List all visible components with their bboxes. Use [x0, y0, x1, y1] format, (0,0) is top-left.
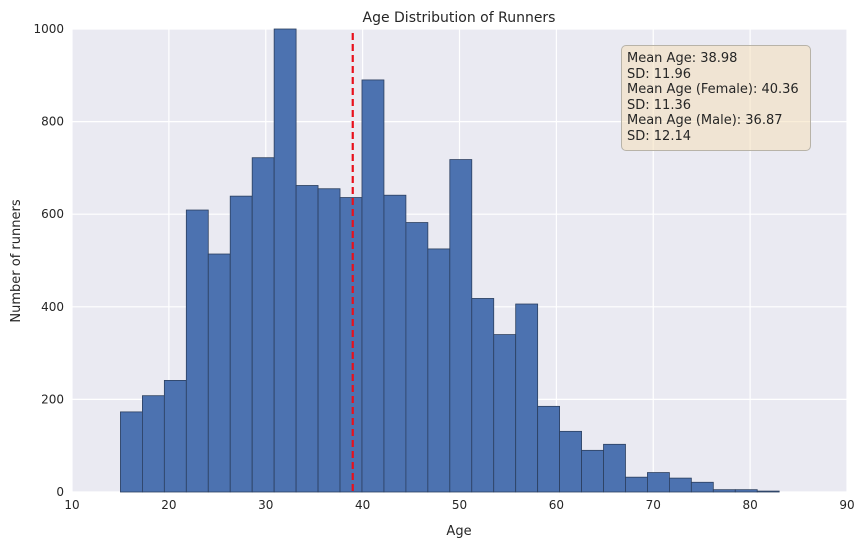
histogram-bar — [647, 472, 670, 493]
x-axis-label: Age — [446, 524, 471, 539]
x-tick-label: 50 — [452, 498, 467, 512]
histogram-bar — [625, 476, 648, 493]
histogram-bar — [668, 477, 692, 493]
y-tick-label: 200 — [41, 392, 64, 406]
mean-age-male-text: Mean Age (Male): 36.87 — [627, 113, 783, 128]
histogram-bar — [163, 380, 187, 493]
histogram-bar — [185, 209, 209, 493]
y-tick-labels: 0 200 400 600 800 1000 — [33, 22, 64, 499]
histogram-bar — [756, 490, 780, 493]
bars — [120, 28, 780, 493]
y-tick-label: 400 — [41, 300, 64, 314]
histogram-bar — [471, 298, 495, 493]
x-tick-label: 10 — [64, 498, 79, 512]
y-tick-label: 600 — [41, 207, 64, 221]
mean-age-female-text: Mean Age (Female): 40.36 — [627, 82, 799, 97]
x-tick-label: 90 — [839, 498, 854, 512]
stats-annotation-box: Mean Age: 38.98 SD: 11.96 Mean Age (Fema… — [621, 45, 811, 151]
x-tick-label: 40 — [355, 498, 370, 512]
histogram-bar — [493, 334, 517, 493]
histogram-bar — [339, 197, 363, 493]
histogram-bar — [383, 194, 407, 493]
histogram-bar — [559, 430, 582, 493]
x-tick-label: 30 — [258, 498, 273, 512]
x-tick-label: 70 — [646, 498, 661, 512]
histogram-bar — [449, 159, 473, 493]
histogram-bar — [141, 395, 165, 493]
histogram-bar — [295, 185, 319, 493]
chart-title: Age Distribution of Runners — [363, 10, 556, 26]
x-tick-label: 20 — [161, 498, 176, 512]
histogram-bar — [690, 481, 714, 493]
x-tick-label: 60 — [549, 498, 564, 512]
x-tick-label: 80 — [742, 498, 757, 512]
x-tick-labels: 10 20 30 40 50 60 70 80 90 — [64, 498, 854, 512]
histogram-bar — [515, 303, 539, 493]
y-axis-label: Number of runners — [9, 199, 24, 322]
histogram-bar — [405, 222, 429, 493]
y-tick-label: 1000 — [33, 22, 64, 36]
histogram-bar — [581, 449, 604, 493]
histogram-bar — [273, 28, 297, 493]
sd-female-text: SD: 11.36 — [627, 97, 691, 113]
histogram-bar — [734, 489, 758, 493]
histogram-bar — [361, 79, 385, 493]
sd-male-text: SD: 12.14 — [627, 128, 691, 144]
histogram-bar — [712, 489, 736, 493]
histogram-bar — [207, 253, 231, 493]
y-tick-label: 800 — [41, 115, 64, 129]
histogram-bar — [229, 195, 253, 493]
y-tick-label: 0 — [56, 485, 64, 499]
histogram-bar — [603, 443, 626, 493]
histogram-bar — [251, 157, 275, 493]
mean-age-text: Mean Age: 38.98 — [627, 51, 738, 66]
histogram-bar — [427, 248, 451, 493]
histogram-bar — [120, 411, 143, 493]
histogram-bar — [537, 405, 561, 493]
sd-text: SD: 11.96 — [627, 66, 691, 82]
histogram-bar — [317, 188, 341, 493]
